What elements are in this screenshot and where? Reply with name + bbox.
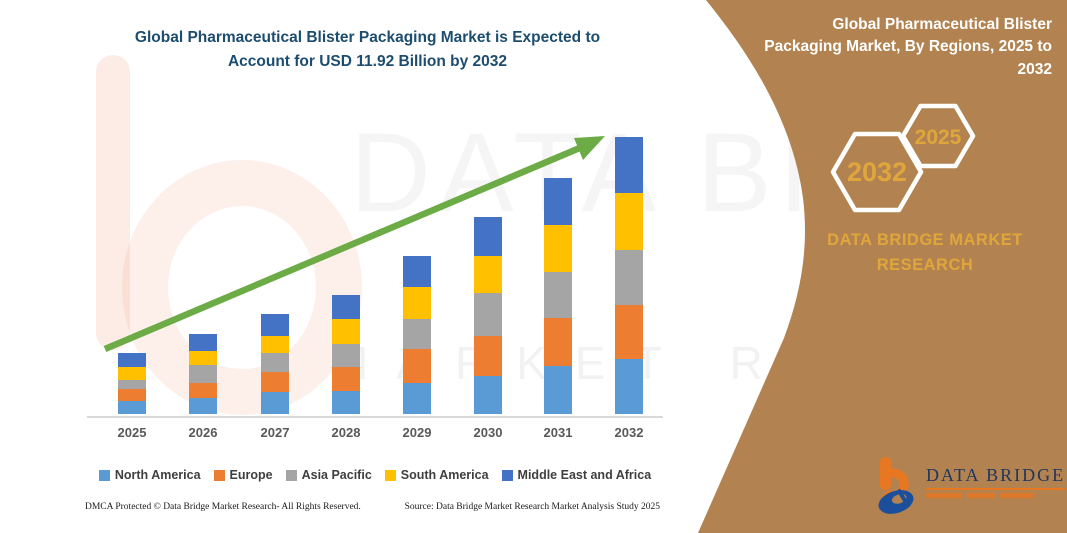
bar-segment-middle-east-and-africa-2025 [118,352,146,367]
bar-segment-north-america-2031 [544,365,572,414]
trend-arrow-shaft [103,144,584,352]
logo-tagline-segment [967,492,995,498]
panel-title-line3: 2032 [1017,60,1052,78]
legend-item-asia-pacific: Asia Pacific [285,468,372,482]
panel-title: Global Pharmaceutical Blister Packaging … [720,14,1052,81]
legend-swatch [501,469,513,481]
legend-swatch [285,469,297,481]
legend-item-south-america: South America [384,468,489,482]
logo-tagline-segment [926,492,962,498]
hexagon-2025-label: 2025 [915,126,962,149]
bar-segment-north-america-2029 [403,382,431,414]
bar-segment-asia-pacific-2026 [189,364,217,383]
brand-text: DATA BRIDGE MARKET RESEARCH [827,231,1023,274]
bar-segment-middle-east-and-africa-2028 [332,294,360,319]
side-panel-polygon [698,0,1067,533]
footer-dmca-text: DMCA Protected © Data Bridge Market Rese… [85,502,361,512]
bar-segment-europe-2032 [615,304,643,359]
x-axis-label-2025: 2025 [117,425,147,440]
bar-segment-asia-pacific-2025 [118,379,146,389]
panel-title-line2: Packaging Market, By Regions, 2025 to [764,38,1052,56]
legend-item-middle-east-and-africa: Middle East and Africa [501,468,652,482]
x-axis-label-2028: 2028 [331,425,361,440]
bar-segment-europe-2025 [118,388,146,401]
trend-arrow-head [574,136,605,160]
bar-segment-middle-east-and-africa-2026 [189,333,217,351]
bar-segment-middle-east-and-africa-2032 [615,137,643,194]
chart-title: Global Pharmaceutical Blister Packaging … [95,26,640,74]
legend-item-north-america: North America [98,468,201,482]
x-axis-label-2026: 2026 [188,425,218,440]
x-axis-label-2029: 2029 [402,425,432,440]
logo-tagline-segment [1000,492,1034,498]
bar-segment-south-america-2028 [332,318,360,344]
legend-swatch [98,469,110,481]
data-bridge-logo-icon [878,457,914,514]
x-axis-label-2027: 2027 [260,425,290,440]
bar-segment-north-america-2032 [615,358,643,414]
footer-source-text: Source: Data Bridge Market Research Mark… [404,502,660,512]
legend-swatch [213,469,225,481]
bar-segment-south-america-2031 [544,224,572,272]
logo-b-stem [880,457,891,490]
bar-segment-south-america-2030 [474,255,502,293]
logo-name: DATA BRIDGE [926,465,1066,485]
bar-segment-north-america-2027 [261,391,289,414]
panel-title-line1: Global Pharmaceutical Blister [832,16,1052,33]
logo-underline [926,487,1066,490]
bar-segment-asia-pacific-2027 [261,352,289,372]
logo-text-block: DATA BRIDGE [926,456,1066,498]
bar-segment-europe-2027 [261,372,289,392]
x-axis-label-2032: 2032 [614,425,644,440]
legend-label: Middle East and Africa [517,468,652,482]
bar-segment-south-america-2025 [118,366,146,380]
bar-segment-europe-2031 [544,317,572,366]
chart-title-line1: Global Pharmaceutical Blister Packaging … [134,29,601,46]
x-axis-label-2031: 2031 [543,425,573,440]
bar-segment-europe-2030 [474,335,502,376]
bar-segment-asia-pacific-2029 [403,318,431,349]
bar-segment-europe-2029 [403,348,431,383]
legend-label: North America [114,468,201,482]
bar-segment-middle-east-and-africa-2031 [544,177,572,225]
bar-segment-south-america-2026 [189,350,217,365]
bar-segment-asia-pacific-2032 [615,249,643,305]
bar-segment-asia-pacific-2028 [332,343,360,367]
bar-segment-europe-2028 [332,366,360,392]
bar-segment-middle-east-and-africa-2029 [403,255,431,287]
hexagon-2025 [900,103,976,169]
bar-segment-asia-pacific-2030 [474,292,502,336]
legend-label: Europe [229,468,273,482]
bar-segment-middle-east-and-africa-2027 [261,314,289,337]
x-axis-label-2030: 2030 [473,425,503,440]
hexagon-2032 [830,131,924,213]
bar-segment-middle-east-and-africa-2030 [474,217,502,256]
legend-swatch [384,469,396,481]
legend-item-europe: Europe [213,468,273,482]
chart-legend: North America Europe Asia Pacific South Ame… [85,468,665,482]
legend-label: South America [400,468,489,482]
logo-d-swirl [878,488,914,514]
footer: DMCA Protected © Data Bridge Market Rese… [85,502,660,512]
bar-segment-south-america-2032 [615,193,643,250]
bar-segment-south-america-2027 [261,336,289,353]
bar-segment-europe-2026 [189,382,217,398]
hexagon-2032-label: 2032 [847,157,907,187]
data-bridge-logo: DATA BRIDGE [872,456,1066,514]
bar-segment-north-america-2030 [474,375,502,414]
legend-label: Asia Pacific [301,468,372,482]
chart-title-line2: Account for USD 11.92 Billion by 2032 [227,53,508,71]
bar-segment-asia-pacific-2031 [544,271,572,318]
bar-segment-north-america-2028 [332,391,360,414]
bar-segment-north-america-2025 [118,401,146,414]
bar-segment-north-america-2026 [189,397,217,414]
year-hexagons: 2032 2025 [830,103,976,213]
x-axis-line [87,416,663,418]
bar-segment-south-america-2029 [403,286,431,319]
logo-tagline-illegible [926,492,1065,498]
